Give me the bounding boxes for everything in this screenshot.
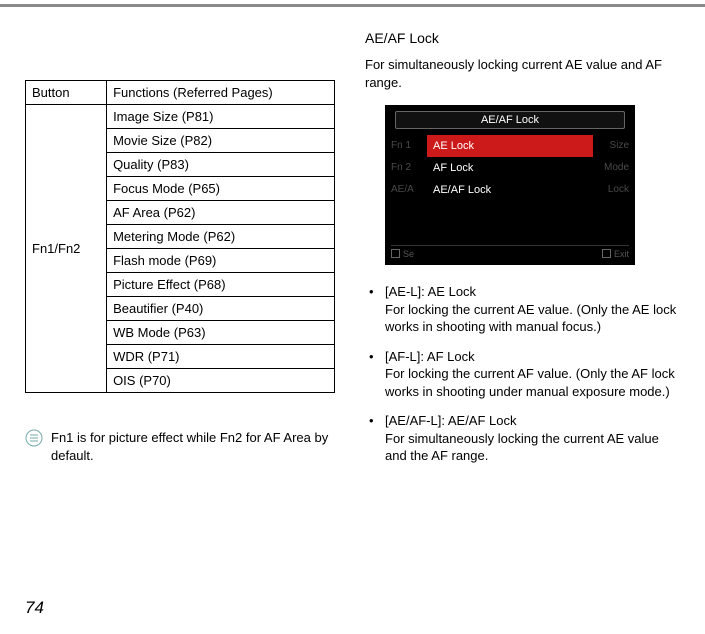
ok-box-icon <box>391 249 400 258</box>
table-function-cell: Flash mode (P69) <box>107 249 335 273</box>
lcd-left-label: Fn 2 <box>391 157 427 179</box>
table-function-cell: WDR (P71) <box>107 345 335 369</box>
left-column: Button Functions (Referred Pages) Fn1/Fn… <box>25 30 335 477</box>
exit-box-icon <box>602 249 611 258</box>
functions-table: Button Functions (Referred Pages) Fn1/Fn… <box>25 80 335 393</box>
table-function-cell: WB Mode (P63) <box>107 321 335 345</box>
note-text: Fn1 is for picture effect while Fn2 for … <box>51 429 335 464</box>
table-button-cell: Fn1/Fn2 <box>26 105 107 393</box>
lcd-footer-right-text: Exit <box>614 249 629 259</box>
lcd-title: AE/AF Lock <box>395 111 625 129</box>
lcd-footer: Se Exit <box>391 245 629 259</box>
table-function-cell: AF Area (P62) <box>107 201 335 225</box>
lcd-footer-left: Se <box>391 248 414 259</box>
table-function-cell: Metering Mode (P62) <box>107 225 335 249</box>
bullet-item: [AE/AF-L]: AE/AF LockFor simultaneously … <box>365 412 680 465</box>
table-header-button: Button <box>26 81 107 105</box>
right-column: AE/AF Lock For simultaneously locking cu… <box>365 30 680 477</box>
table-header-row: Button Functions (Referred Pages) <box>26 81 335 105</box>
bullet-item: [AF-L]: AF LockFor locking the current A… <box>365 348 680 401</box>
section-title: AE/AF Lock <box>365 30 680 46</box>
table-function-cell: Movie Size (P82) <box>107 129 335 153</box>
lcd-footer-left-text: Se <box>403 249 414 259</box>
page-number: 74 <box>25 598 44 618</box>
table-function-cell: Focus Mode (P65) <box>107 177 335 201</box>
lcd-left-label: Fn 1 <box>391 135 427 157</box>
table-function-cell: Quality (P83) <box>107 153 335 177</box>
table-function-cell: OIS (P70) <box>107 369 335 393</box>
lcd-menu-item: AF Lock <box>427 157 593 179</box>
table-function-cell: Beautifier (P40) <box>107 297 335 321</box>
lcd-left-labels: Fn 1 Fn 2 AE/A <box>391 135 427 201</box>
note: Fn1 is for picture effect while Fn2 for … <box>25 429 335 464</box>
lcd-menu-item: AE Lock <box>427 135 593 157</box>
bullet-item: [AE-L]: AE LockFor locking the current A… <box>365 283 680 336</box>
top-divider <box>0 4 705 7</box>
note-icon <box>25 429 43 450</box>
lcd-right-label: Lock <box>593 179 629 201</box>
page-content: Button Functions (Referred Pages) Fn1/Fn… <box>25 30 680 477</box>
lcd-menu-item: AE/AF Lock <box>427 179 593 201</box>
section-lead: For simultaneously locking current AE va… <box>365 56 680 91</box>
lcd-right-label: Size <box>593 135 629 157</box>
lcd-left-label: AE/A <box>391 179 427 201</box>
lcd-menu: AE Lock AF Lock AE/AF Lock <box>427 135 593 201</box>
table-function-cell: Picture Effect (P68) <box>107 273 335 297</box>
lcd-screenshot: AE/AF Lock Fn 1 Fn 2 AE/A Size Mode Lock… <box>385 105 635 265</box>
table-row: Fn1/Fn2 Image Size (P81) <box>26 105 335 129</box>
lcd-footer-right: Exit <box>602 248 629 259</box>
table-function-cell: Image Size (P81) <box>107 105 335 129</box>
lcd-right-label: Mode <box>593 157 629 179</box>
lcd-right-labels: Size Mode Lock <box>593 135 629 201</box>
bullet-list: [AE-L]: AE LockFor locking the current A… <box>365 283 680 465</box>
table-header-functions: Functions (Referred Pages) <box>107 81 335 105</box>
